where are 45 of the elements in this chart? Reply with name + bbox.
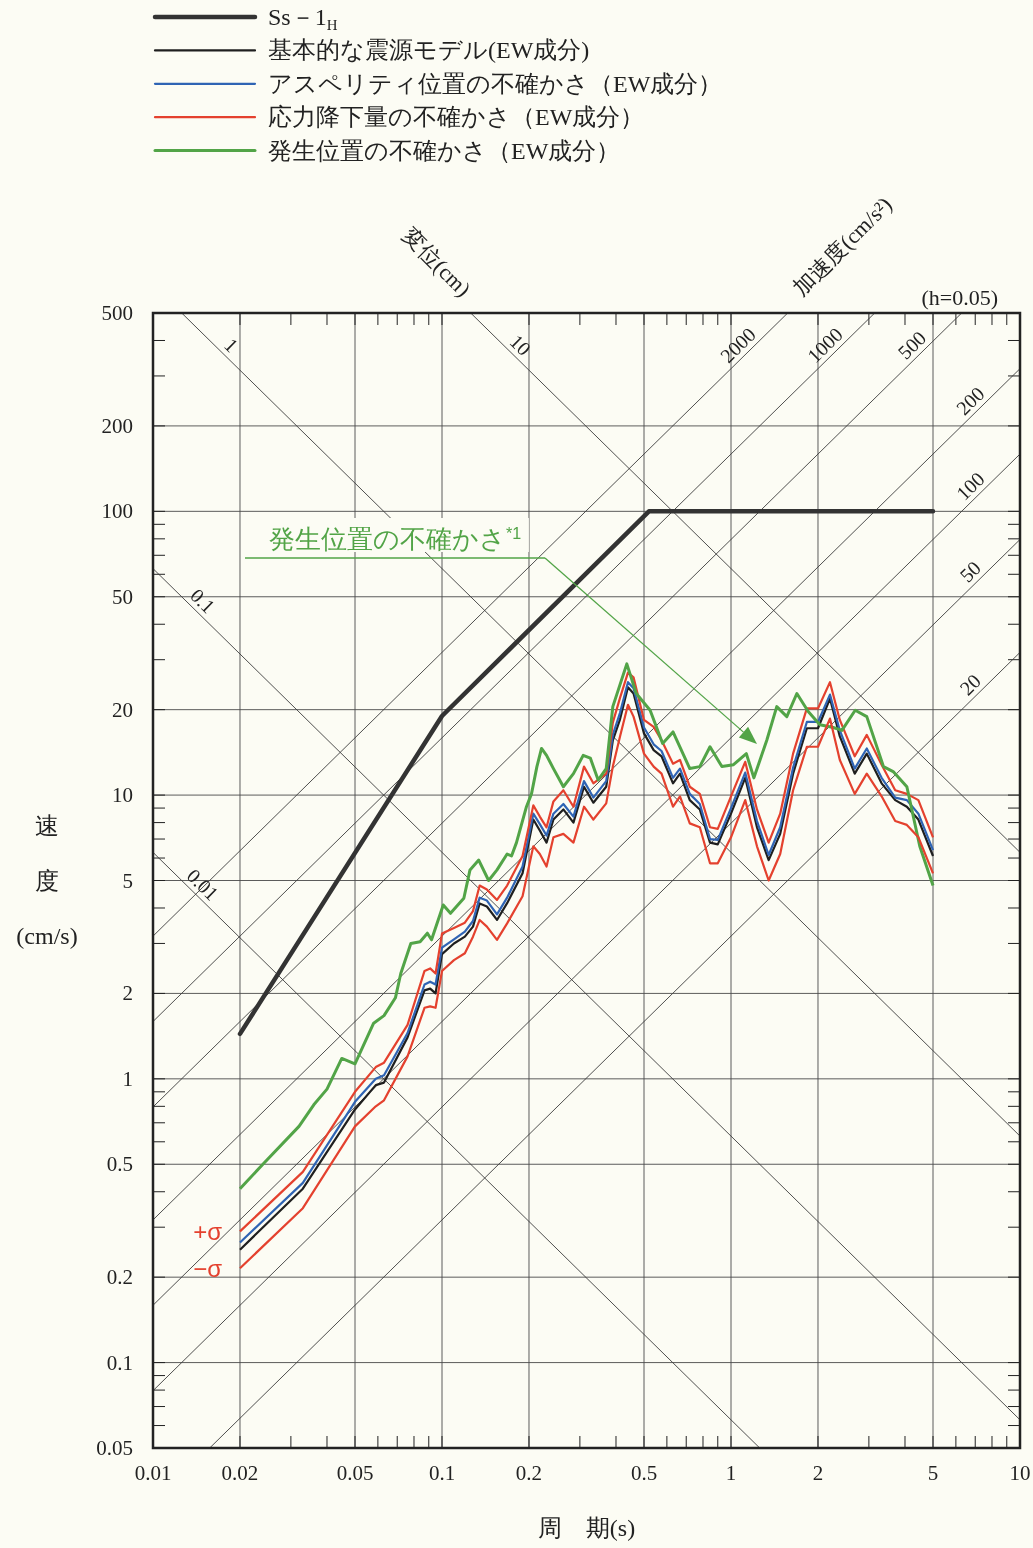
y-tick-label: 200 bbox=[101, 413, 133, 438]
x-tick-label: 5 bbox=[927, 1461, 939, 1485]
x-tick-label: 0.2 bbox=[515, 1461, 543, 1485]
y-tick-label: 100 bbox=[101, 499, 133, 524]
y-tick-label: 500 bbox=[101, 301, 133, 325]
legend-label: 応力降下量の不確かさ（EW成分） bbox=[268, 104, 645, 131]
text: 10 bbox=[505, 330, 536, 360]
x-tick-label: 10 bbox=[1009, 1461, 1031, 1485]
annotation: +σ bbox=[193, 1217, 223, 1245]
annotation: 発生位置の不確かさ$^{*1}$ bbox=[268, 524, 522, 554]
text: 20 bbox=[955, 669, 986, 700]
x-tick-label: 0.02 bbox=[221, 1461, 259, 1485]
legend-label: アスペリティ位置の不確かさ（EW成分） bbox=[268, 70, 723, 97]
x-tick-label: 0.01 bbox=[134, 1461, 172, 1485]
text: 500 bbox=[893, 326, 931, 364]
text: 0.1 bbox=[186, 584, 220, 618]
legend-label: 基本的な震源モデル(EW成分) bbox=[268, 37, 590, 64]
x-tick-label: 2 bbox=[812, 1461, 824, 1485]
y-tick-label: 10 bbox=[112, 783, 133, 808]
y-tick-label: 0.1 bbox=[106, 1350, 133, 1375]
legend-label: Ss－1$_{H}$ bbox=[268, 4, 338, 33]
text: 1000 bbox=[802, 323, 847, 367]
x-tick-label: 0.1 bbox=[428, 1461, 456, 1485]
x-tick-label: 1 bbox=[725, 1461, 737, 1485]
text: 0.01 bbox=[182, 864, 223, 905]
annotation: −σ bbox=[193, 1254, 223, 1282]
y-tick-label: 5 bbox=[122, 868, 133, 893]
y-tick-label: 1 bbox=[122, 1066, 133, 1091]
y-tick-label: 0.5 bbox=[106, 1152, 133, 1177]
text: 速度(cm/s) bbox=[16, 812, 78, 949]
y-tick-label: 2 bbox=[122, 981, 133, 1006]
y-tick-label: 0.05 bbox=[96, 1436, 133, 1460]
y-tick-label: 50 bbox=[112, 584, 133, 609]
text: 100 bbox=[951, 467, 989, 505]
legend-label: 発生位置の不確かさ（EW成分） bbox=[268, 137, 621, 164]
x-axis-title: 周 期(s) bbox=[537, 1515, 636, 1541]
text: 変位(cm) bbox=[397, 222, 477, 302]
y-tick-label: 0.2 bbox=[106, 1265, 133, 1290]
text: 1 bbox=[220, 333, 243, 357]
y-tick-label: 20 bbox=[112, 697, 133, 722]
text: 200 bbox=[951, 382, 989, 420]
x-tick-label: 0.05 bbox=[336, 1461, 374, 1485]
text: 50 bbox=[955, 556, 986, 587]
text: (h=0.05) bbox=[921, 284, 998, 310]
x-tick-label: 0.5 bbox=[630, 1461, 658, 1485]
